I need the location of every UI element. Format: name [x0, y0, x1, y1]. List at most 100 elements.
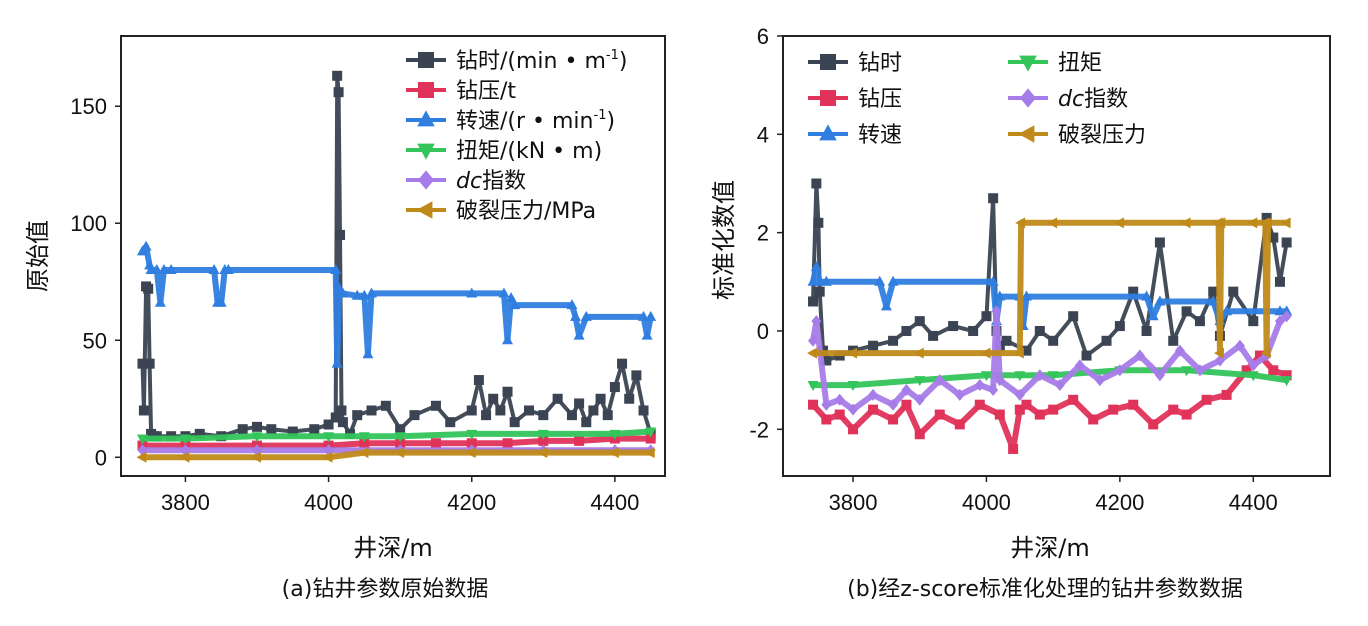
legend-item: 钻时/(min • m-1)	[406, 48, 627, 74]
legend-item: 钻压	[808, 87, 902, 112]
data-point	[144, 358, 155, 369]
data-point	[645, 433, 656, 444]
y-tick-label: 0	[95, 445, 107, 470]
data-point	[813, 217, 824, 228]
data-point	[645, 427, 657, 438]
x-tick-label: 3800	[161, 490, 210, 515]
legend-label: 钻压/t	[456, 79, 516, 104]
data-point	[1215, 217, 1226, 229]
data-point	[537, 447, 548, 459]
data-point	[509, 299, 521, 310]
data-point	[136, 434, 148, 445]
data-point	[140, 240, 152, 251]
data-point	[330, 412, 341, 423]
x-tick-label: 4000	[304, 490, 353, 515]
data-point	[1168, 335, 1179, 346]
data-point	[351, 289, 363, 300]
data-point	[1074, 359, 1085, 372]
data-point	[143, 283, 154, 294]
data-point	[1247, 217, 1258, 229]
legend-marker	[417, 143, 435, 160]
data-point	[466, 429, 478, 440]
legend-label: 破裂压力/MPa	[456, 199, 596, 224]
data-point	[502, 334, 514, 345]
data-point	[574, 435, 585, 446]
x-axis-label-b: 井深/m	[1010, 534, 1089, 562]
data-point	[1181, 306, 1192, 317]
data-point	[136, 451, 147, 463]
data-point	[1014, 404, 1025, 415]
data-point	[888, 414, 899, 425]
legend-marker	[820, 90, 836, 106]
data-point	[821, 355, 832, 366]
legend-item: 钻压/t	[406, 79, 516, 104]
data-point	[552, 393, 563, 404]
x-tick-label: 4200	[1095, 490, 1144, 515]
data-point	[538, 410, 549, 421]
legend-marker	[1019, 55, 1037, 72]
data-point	[1254, 350, 1265, 361]
data-point	[1168, 404, 1179, 415]
series-line	[139, 449, 654, 461]
data-point	[1134, 349, 1145, 362]
data-point	[1181, 366, 1193, 377]
data-point	[847, 381, 859, 392]
legend-label: 钻时/(min • m-1)	[456, 48, 627, 74]
data-point	[488, 393, 499, 404]
data-point	[1034, 409, 1045, 420]
data-point	[1281, 237, 1292, 248]
data-point	[330, 264, 342, 275]
data-point	[1154, 369, 1165, 382]
data-point	[1020, 290, 1032, 301]
data-point	[848, 424, 859, 435]
data-point	[1094, 374, 1105, 387]
data-point	[1068, 394, 1079, 405]
data-point	[179, 434, 191, 445]
series-line	[139, 428, 654, 442]
tick-layer-b: 3800 4000 4200 4400 -2 0 2 4 6	[749, 24, 1277, 515]
data-point	[631, 370, 642, 381]
data-point	[834, 409, 845, 420]
data-point	[194, 428, 205, 439]
y-tick-label: 100	[70, 211, 107, 236]
data-point	[395, 438, 406, 449]
data-point	[811, 315, 822, 328]
data-point	[1280, 217, 1291, 229]
data-point	[573, 329, 585, 340]
legend-item: dc指数	[1008, 87, 1128, 112]
data-point	[848, 403, 859, 416]
data-point	[868, 404, 879, 415]
data-point	[934, 409, 945, 420]
data-point	[473, 375, 484, 386]
data-point	[1108, 404, 1119, 415]
data-point	[337, 417, 348, 428]
data-point	[1194, 364, 1205, 377]
data-point	[1147, 310, 1159, 321]
data-point	[570, 310, 582, 321]
data-point	[1154, 237, 1165, 248]
legend-marker	[418, 82, 434, 98]
data-point	[913, 347, 924, 359]
data-point	[1008, 443, 1019, 454]
data-point	[1128, 399, 1139, 410]
data-point	[1248, 359, 1259, 372]
data-point	[1180, 217, 1191, 229]
data-point	[498, 287, 510, 298]
data-point	[505, 292, 517, 303]
y-tick-label: 6	[757, 24, 769, 49]
legend-marker	[819, 124, 837, 141]
data-point	[359, 438, 370, 449]
legend-label: 扭矩	[1058, 51, 1102, 76]
x-tick-label: 4400	[1229, 490, 1278, 515]
data-point	[445, 417, 456, 428]
data-point	[323, 419, 334, 430]
data-point	[309, 424, 320, 435]
legend-marker	[416, 201, 433, 219]
data-point	[808, 399, 819, 410]
data-point	[358, 447, 369, 459]
data-point	[1207, 295, 1219, 306]
data-point	[566, 410, 577, 421]
data-point	[994, 374, 1005, 387]
